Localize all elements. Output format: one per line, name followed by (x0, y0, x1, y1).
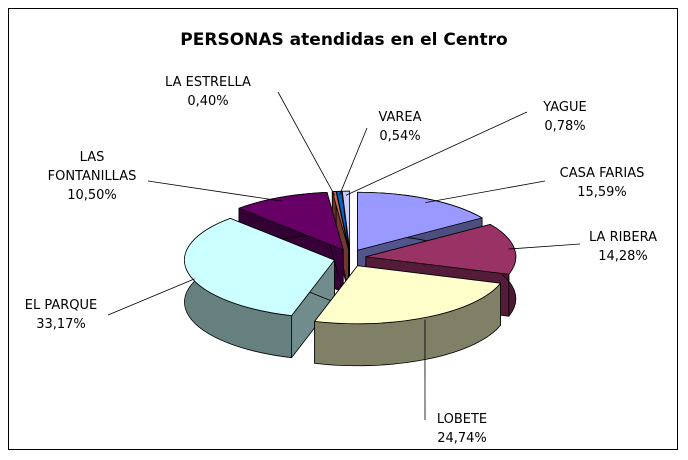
leader-line (339, 127, 368, 196)
value-label: 0,40% (187, 94, 229, 109)
leader-line (425, 180, 546, 203)
leader-line (345, 111, 528, 196)
category-label: LAS FONTANILLAS (47, 150, 137, 184)
slice (238, 191, 344, 251)
value-label: 10,50% (67, 188, 117, 203)
slice-label: LAS FONTANILLAS 10,50% (42, 148, 142, 205)
category-label: YAGUE (543, 100, 587, 115)
slice-label: VAREA 0,54% (365, 108, 435, 146)
chart-frame (8, 8, 678, 450)
value-label: 15,59% (577, 185, 627, 200)
category-label: LOBETE (436, 412, 488, 427)
slice (336, 190, 350, 250)
slice-label: LOBETE 24,74% (422, 410, 502, 448)
slice-label: CASA FARIAS 15,59% (547, 164, 657, 202)
chart-title: PERSONAS atendidas en el Centro (180, 30, 508, 50)
value-label: 24,74% (437, 431, 487, 446)
value-label: 14,28% (598, 249, 648, 264)
slice-label: YAGUE 0,78% (530, 98, 600, 136)
leader-line (147, 180, 283, 202)
slice-label: EL PARQUE 33,17% (11, 296, 111, 334)
slice (357, 191, 483, 251)
value-label: 33,17% (36, 317, 86, 332)
leader-line (107, 278, 195, 316)
category-label: VAREA (378, 110, 422, 125)
slice (341, 190, 351, 250)
category-label: CASA FARIAS (559, 166, 645, 181)
slice-label: LA ESTRELLA 0,40% (153, 73, 263, 111)
category-label: LA RIBERA (589, 230, 657, 245)
category-label: LA ESTRELLA (165, 75, 251, 90)
slice (184, 217, 335, 317)
value-label: 0,54% (379, 129, 421, 144)
leader-line (277, 91, 336, 196)
slice (314, 265, 501, 325)
category-label: EL PARQUE (24, 298, 98, 313)
slice-label: LA RIBERA 14,28% (573, 228, 673, 266)
leader-line (508, 243, 581, 250)
value-label: 0,78% (544, 119, 586, 134)
